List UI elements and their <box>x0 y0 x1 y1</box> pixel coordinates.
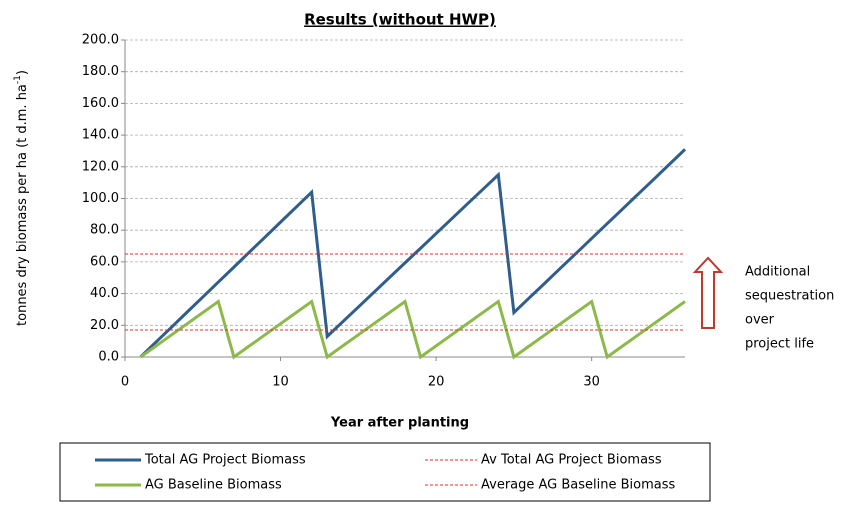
annotation: sequestration <box>745 289 834 304</box>
y-tick-label: 200.0 <box>82 33 119 48</box>
y-axis-label-text: tonnes dry biomass per ha (t d.m. ha <box>15 84 30 326</box>
y-tick-label: 180.0 <box>82 64 119 79</box>
x-tick-label: 0 <box>121 375 129 390</box>
legend-label: AG Baseline Biomass <box>145 478 282 493</box>
y-tick-label: 20.0 <box>90 318 119 333</box>
y-tick-label: 40.0 <box>90 286 119 301</box>
x-tick-label: 20 <box>428 375 445 390</box>
x-axis-label: Year after planting <box>330 416 469 431</box>
series-line <box>139 299 686 360</box>
y-tick-label: 120.0 <box>82 159 119 174</box>
y-tick-label: 80.0 <box>90 223 119 238</box>
annotation: Additional <box>745 265 810 280</box>
arrow <box>692 256 724 329</box>
y-tick-label: 100.0 <box>82 191 119 206</box>
y-tick-label: 160.0 <box>82 96 119 111</box>
legend-label: Av Total AG Project Biomass <box>481 453 662 468</box>
annotation: over <box>745 313 775 328</box>
y-axis-label-end: ) <box>15 70 30 75</box>
legend-box <box>59 442 711 502</box>
y-axis-label: tonnes dry biomass per ha (t d.m. ha-1) <box>13 70 30 326</box>
annotation: project life <box>745 337 814 352</box>
y-tick-label: 0.0 <box>98 350 119 365</box>
series-line <box>139 148 687 359</box>
y-tick-label: 140.0 <box>82 128 119 143</box>
legend-label: Total AG Project Biomass <box>144 453 306 468</box>
x-tick-label: 10 <box>272 375 289 390</box>
y-axis-label-sup: -1 <box>13 75 23 84</box>
chart-title: Results (without HWP) <box>304 11 496 29</box>
legend-label: Average AG Baseline Biomass <box>481 478 676 493</box>
x-tick-label: 30 <box>583 375 600 390</box>
y-tick-label: 60.0 <box>90 254 119 269</box>
